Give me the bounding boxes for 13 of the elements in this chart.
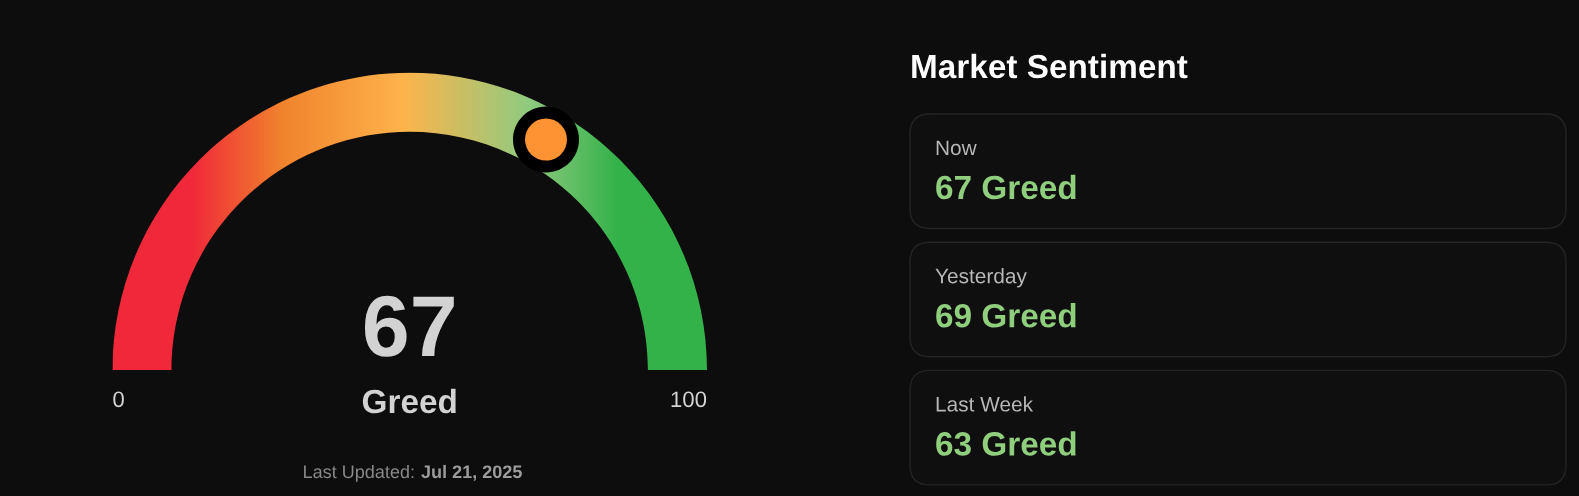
text: Last Updated: [304,464,414,482]
text: 0 [113,391,124,408]
text: 63 Greed [936,431,1076,456]
text: 69 Greed [936,303,1076,328]
text: Last Week [936,396,1034,412]
text: Yesterday [935,268,1027,288]
text: 100 [671,391,707,408]
text: 67 Greed [936,174,1076,200]
text: Market Sentiment [912,53,1188,79]
text: Now [936,140,977,156]
category-label: Greed [362,388,456,414]
text: Jul 21, 2025 [421,464,522,481]
data-label: 67 [364,295,454,357]
